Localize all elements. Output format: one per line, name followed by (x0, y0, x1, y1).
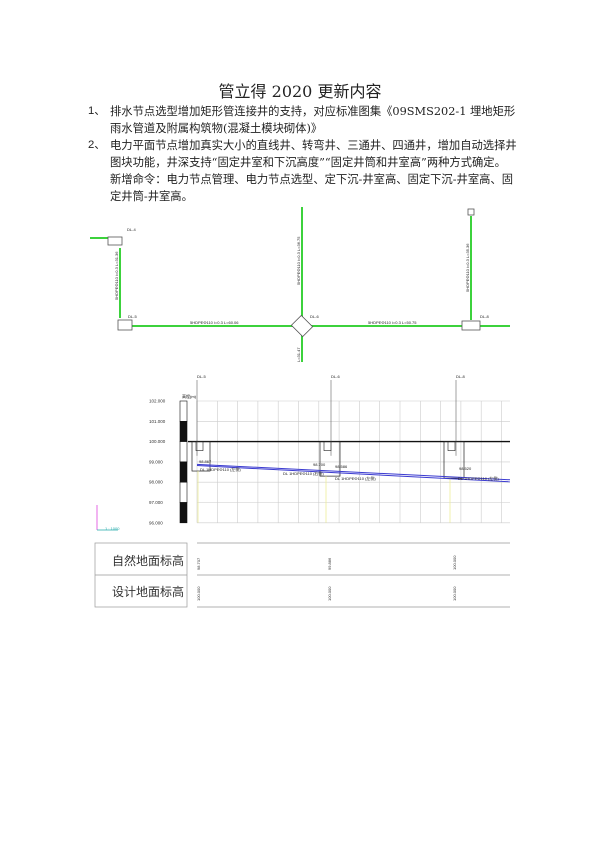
svg-text:DL 1HDPEΦ110 (左侧): DL 1HDPEΦ110 (左侧) (200, 466, 241, 472)
list-item-1: 1、 排水节点选型增加矩形管连接井的支持，对应标准图集《09SMS202-1 埋… (88, 105, 516, 135)
svg-text:98.867: 98.867 (199, 459, 212, 464)
svg-text:98.586: 98.586 (335, 464, 348, 469)
svg-text:1 : 1000: 1 : 1000 (105, 526, 120, 531)
y-tick-label: 100.000 (149, 439, 166, 444)
svg-text:100.000: 100.000 (196, 586, 201, 601)
profile-drawing (94, 380, 511, 608)
svg-text:DL-8: DL-8 (456, 374, 465, 379)
svg-text:DL 1HDPEΦ110 (左侧): DL 1HDPEΦ110 (左侧) (335, 475, 376, 481)
svg-text:DL-5: DL-5 (197, 374, 206, 379)
svg-text:DL-4: DL-4 (127, 227, 136, 232)
svg-text:DL-8: DL-8 (480, 314, 489, 319)
node-square (467, 208, 475, 216)
svg-text:100.000: 100.000 (452, 555, 457, 570)
svg-text:5HDPEΦ110 i=0.3 L=31.36: 5HDPEΦ110 i=0.3 L=31.36 (114, 251, 119, 300)
y-tick-label: 101.000 (149, 419, 166, 424)
svg-text:5HDPEΦ110 i=0.3 L=35.36: 5HDPEΦ110 i=0.3 L=35.36 (465, 243, 470, 292)
well-shaft (323, 441, 332, 451)
svg-text:100.000: 100.000 (452, 586, 457, 601)
svg-text:设计地面标高: 设计地面标高 (112, 584, 184, 599)
svg-text:5HDPEΦ110 i=0.3 L=36.75: 5HDPEΦ110 i=0.3 L=36.75 (296, 236, 301, 285)
svg-text:DL 1HDPEΦ110 (左侧): DL 1HDPEΦ110 (左侧) (458, 475, 499, 481)
svg-text:DL-6: DL-6 (310, 314, 319, 319)
pipe-profile (196, 463, 511, 481)
svg-text:L=31.47: L=31.47 (296, 347, 301, 362)
y-tick-label: 97.000 (149, 500, 163, 505)
elevation-ruler-segment (179, 461, 188, 483)
svg-text:高程(m): 高程(m) (182, 393, 197, 399)
well-dl6 (290, 314, 314, 338)
elevation-ruler-segment (179, 502, 188, 524)
svg-text:5HDPEΦ110 i=0.3 L=60.06: 5HDPEΦ110 i=0.3 L=60.06 (190, 320, 239, 325)
well-shaft (447, 441, 456, 451)
svg-text:5HDPEΦ110 i=0.3 L=50.75: 5HDPEΦ110 i=0.3 L=50.75 (368, 320, 417, 325)
svg-text:DL-5: DL-5 (128, 314, 137, 319)
well-dl4 (107, 236, 123, 246)
svg-text:99.886: 99.886 (327, 557, 332, 570)
well-dl5 (117, 319, 133, 331)
well-shaft (195, 441, 204, 451)
svg-text:100.000: 100.000 (327, 586, 332, 601)
elevation-ruler-segment (179, 481, 188, 503)
y-tick-label: 96.000 (149, 520, 163, 525)
well-dl8 (461, 320, 481, 331)
y-tick-label: 98.000 (149, 480, 163, 485)
elevation-ruler-segment (179, 400, 188, 422)
elevation-ruler-segment (179, 441, 188, 463)
svg-text:DL 1HDPEΦ110 (右侧): DL 1HDPEΦ110 (右侧) (283, 470, 324, 476)
svg-text:98.707: 98.707 (196, 557, 201, 570)
svg-text:98.700: 98.700 (313, 462, 326, 467)
page-title: 管立得 2020 更新内容 (218, 82, 382, 101)
y-tick-label: 102.000 (149, 399, 166, 404)
svg-text:自然地面标高: 自然地面标高 (112, 553, 184, 568)
pipe-profile (196, 465, 511, 483)
svg-text:98.520: 98.520 (459, 466, 472, 471)
svg-text:DL-6: DL-6 (331, 374, 340, 379)
y-tick-label: 99.000 (149, 459, 163, 464)
elevation-ruler-segment (179, 420, 188, 442)
list-item-2: 2、 电力平面节点增加真实大小的直线井、转弯井、三通井、四通井，增加自动选择井图… (88, 139, 517, 203)
